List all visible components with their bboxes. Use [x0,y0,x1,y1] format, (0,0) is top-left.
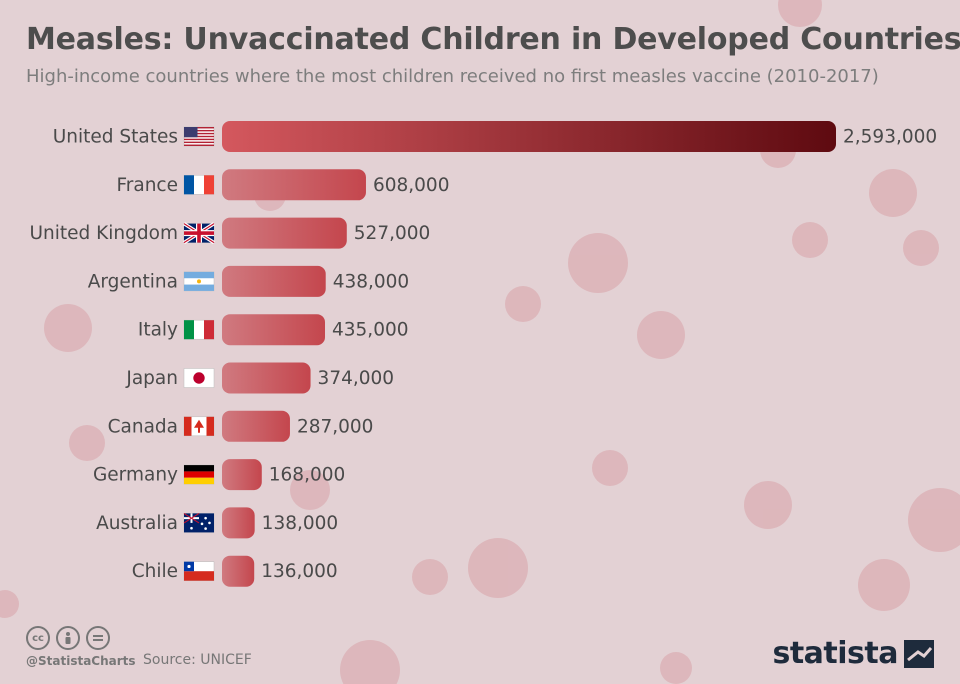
bar [222,169,366,201]
attribution-icon [56,626,80,650]
bar-row: Canada 287,000 [108,410,374,442]
us-flag [183,126,215,147]
category-label: Chile [132,561,178,582]
chart-subtitle: High-income countries where the most chi… [26,66,879,87]
value-label: 2,593,000 [843,127,937,148]
category-label: France [116,175,178,196]
value-label: 608,000 [373,175,450,196]
bar [222,555,255,587]
brand-name: statista [772,636,898,671]
category-label: Italy [138,320,178,341]
bar [222,362,311,394]
de-flag [183,464,215,485]
value-label: 168,000 [269,465,346,486]
bar-row: Australia 138,000 [96,507,339,539]
category-label: Japan [125,368,178,389]
ca-flag [183,416,215,437]
bar [222,121,836,152]
bar [222,507,255,539]
cl-flag [183,561,215,581]
no-derivatives-icon [86,626,110,650]
category-label: Canada [108,416,178,437]
bar [222,459,262,491]
category-label: Australia [96,513,178,534]
category-label: Argentina [88,271,178,292]
bar-row: Germany 168,000 [93,459,346,491]
category-label: United Kingdom [30,223,179,244]
value-label: 527,000 [354,223,431,244]
chart-title: Measles: Unvaccinated Children in Develo… [26,22,960,57]
category-label: Germany [93,465,178,486]
statista-mark-icon [904,639,934,668]
category-label: United States [53,127,178,148]
value-label: 287,000 [297,416,374,437]
gb-flag [183,222,215,245]
bar [222,314,326,346]
value-label: 435,000 [332,320,409,341]
license-icons: cc [26,626,110,650]
bar-row: France 608,000 [116,169,450,201]
bar-row: Italy 435,000 [138,314,409,346]
fr-flag [183,175,215,195]
value-label: 138,000 [262,513,339,534]
bar [222,265,326,297]
bar-row: United Kingdom 527,000 [30,217,431,249]
statista-handle: @StatistaCharts [26,654,136,668]
source-note: Source: UNICEF [143,652,252,668]
value-label: 374,000 [318,368,395,389]
value-label: 136,000 [261,561,338,582]
statista-logo: statista [772,636,934,671]
cc-icon: cc [26,626,50,650]
bar [222,217,347,249]
ar-flag [183,271,215,292]
au-flag [183,512,215,533]
bar-row: Argentina 438,000 [88,265,410,297]
it-flag [183,319,215,340]
value-label: 438,000 [333,271,410,292]
bar [222,410,290,442]
bar-row: Japan 374,000 [125,362,395,394]
jp-flag [183,368,215,388]
bar-row: Chile 136,000 [132,555,338,587]
bar-row: United States 2,593,000 [53,121,937,152]
